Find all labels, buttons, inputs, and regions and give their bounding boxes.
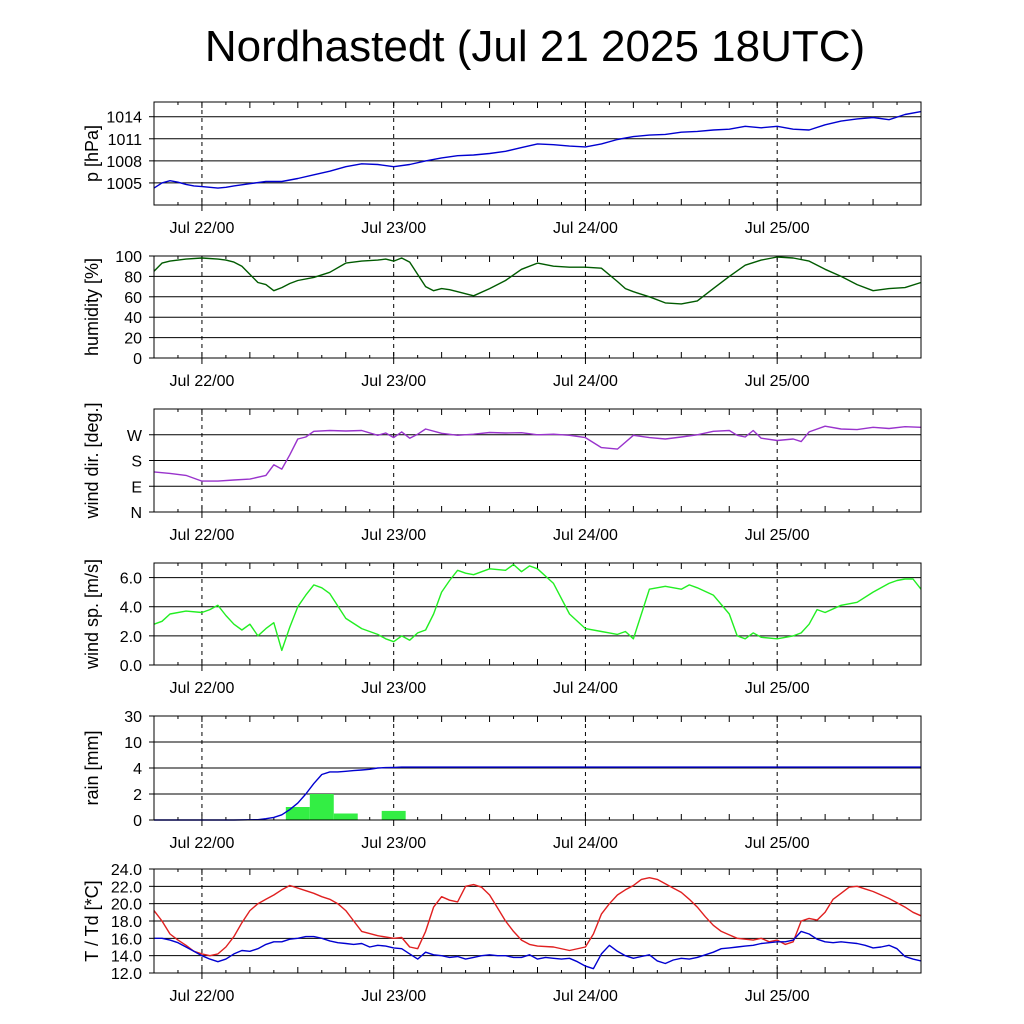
y-tick-label: 1014 — [106, 110, 142, 127]
x-tick-label: Jul 24/00 — [553, 220, 618, 237]
y-tick-label: 12.0 — [111, 966, 142, 983]
y-tick-label: S — [131, 454, 142, 471]
y-tick-label: 4 — [133, 761, 142, 778]
x-tick-label: Jul 24/00 — [553, 373, 618, 390]
x-tick-label: Jul 22/00 — [169, 373, 234, 390]
y-tick-label: 20 — [124, 331, 142, 348]
rain-bar — [309, 794, 334, 820]
plot-frame — [153, 562, 922, 666]
y-tick-label: 1005 — [106, 176, 142, 193]
plot-frame — [153, 715, 922, 821]
x-tick-label: Jul 25/00 — [745, 988, 810, 1005]
y-tick-label: 60 — [124, 290, 142, 307]
series-line-pressure — [153, 110, 922, 189]
y-axis-label: rain [mm] — [82, 730, 102, 805]
y-tick-label: E — [131, 479, 142, 496]
series-line-wind_speed — [153, 563, 922, 652]
chart-panel-wind_speed: 0.0 2.0 4.0 6.0 Jul 22/00 Jul 23/00 Jul 24/00 J… — [82, 559, 922, 697]
y-tick-label: 1011 — [108, 132, 143, 149]
y-tick-label: 0 — [133, 813, 142, 830]
x-tick-label: Jul 25/00 — [745, 680, 810, 697]
y-tick-label: 18.0 — [111, 914, 142, 931]
x-tick-label: Jul 24/00 — [553, 988, 618, 1005]
y-tick-label: 40 — [124, 310, 142, 327]
y-tick-label: 20.0 — [111, 897, 142, 914]
x-tick-label: Jul 23/00 — [361, 220, 426, 237]
chart-panel-rain: 0 2 4 10 30 Jul 22/00 Jul 23/00 Jul 24/00 Jul 25… — [82, 709, 922, 852]
y-tick-label: 4.0 — [120, 600, 142, 617]
x-tick-label: Jul 25/00 — [745, 835, 810, 852]
series-line-rain_total — [154, 766, 921, 821]
y-tick-label: 16.0 — [111, 931, 142, 948]
x-tick-label: Jul 22/00 — [169, 680, 234, 697]
rain-bar — [381, 810, 406, 820]
x-tick-label: Jul 23/00 — [361, 835, 426, 852]
x-tick-label: Jul 22/00 — [169, 527, 234, 544]
chart-panel-humidity: 0 20 40 60 80 100 Jul 22/00 Jul 23/00 Jul 24/00 J… — [82, 249, 922, 390]
y-axis-label: humidity [%] — [82, 258, 102, 356]
y-axis-label: wind dir. [deg.] — [82, 402, 102, 519]
y-tick-label: 2 — [133, 787, 142, 804]
x-tick-label: Jul 22/00 — [169, 835, 234, 852]
x-tick-label: Jul 22/00 — [169, 988, 234, 1005]
series-line-wind_dir — [153, 425, 922, 482]
chart-panel-temperature: 12.014.016.018.020.022.024.0 Jul 22/00 Jul… — [82, 862, 922, 1005]
y-tick-label: 10 — [124, 735, 142, 752]
chart-panel-pressure: 1005 1008 1011 1014 Jul 22/00 Jul 23/00 Jul 24… — [82, 101, 922, 237]
x-tick-label: Jul 24/00 — [553, 680, 618, 697]
x-tick-label: Jul 23/00 — [361, 527, 426, 544]
y-tick-label: 80 — [124, 269, 142, 286]
x-tick-label: Jul 24/00 — [553, 835, 618, 852]
series-line-dewpoint — [154, 930, 922, 970]
y-tick-label: 0 — [133, 351, 142, 368]
x-tick-label: Jul 25/00 — [745, 527, 810, 544]
y-tick-label: 22.0 — [111, 879, 142, 896]
rain-bar — [333, 813, 358, 820]
y-tick-label: 14.0 — [111, 949, 142, 966]
y-tick-label: 6.0 — [120, 571, 142, 588]
series-line-humidity — [153, 256, 922, 305]
y-axis-label: p [hPa] — [82, 125, 102, 182]
y-axis-label: T / Td [*C] — [82, 880, 102, 961]
y-tick-label: N — [130, 505, 142, 522]
series-line-temperature — [153, 877, 922, 957]
plot-frame — [153, 101, 922, 206]
x-tick-label: Jul 25/00 — [745, 373, 810, 390]
y-tick-label: W — [127, 428, 143, 445]
plot-frame — [153, 408, 922, 513]
x-tick-label: Jul 23/00 — [361, 680, 426, 697]
y-tick-label: 1008 — [106, 154, 142, 171]
x-tick-label: Jul 22/00 — [169, 220, 234, 237]
rain-bar — [285, 807, 310, 820]
y-tick-label: 24.0 — [111, 862, 142, 879]
x-tick-label: Jul 25/00 — [745, 220, 810, 237]
y-tick-label: 0.0 — [120, 658, 142, 675]
x-tick-label: Jul 23/00 — [361, 988, 426, 1005]
y-tick-label: 2.0 — [120, 629, 142, 646]
y-axis-label: wind sp. [m/s] — [82, 559, 102, 670]
plot-frame — [153, 868, 922, 974]
y-tick-label: 30 — [124, 709, 142, 726]
x-tick-label: Jul 23/00 — [361, 373, 426, 390]
plot-frame — [153, 255, 922, 359]
page-title: Nordhastedt (Jul 21 2025 18UTC) — [204, 22, 866, 71]
y-tick-label: 100 — [115, 249, 142, 266]
x-tick-label: Jul 24/00 — [553, 527, 618, 544]
